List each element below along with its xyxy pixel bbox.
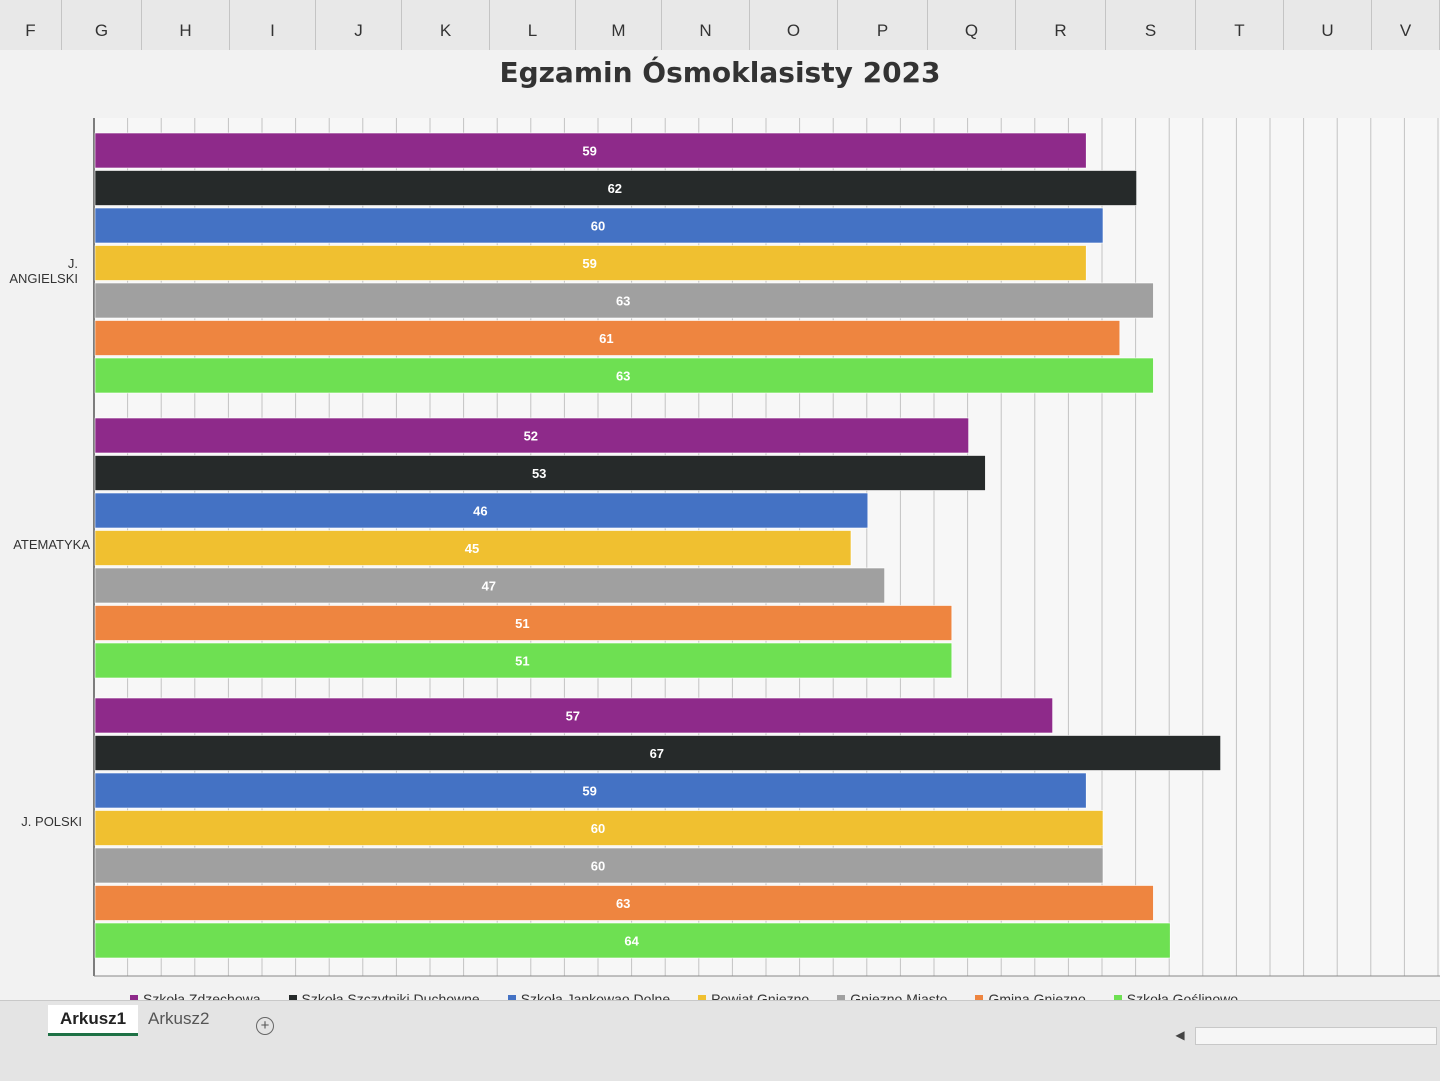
data-label: 63 <box>616 294 630 309</box>
category-label: ATEMATYKA <box>13 537 90 552</box>
scroll-left-icon[interactable]: ◀ <box>1175 1028 1185 1042</box>
category-label: J. ANGIELSKI <box>9 256 78 286</box>
data-label: 63 <box>616 369 630 384</box>
column-header-i[interactable]: I <box>230 0 316 50</box>
tab-arkusz1[interactable]: Arkusz1 <box>48 1005 139 1036</box>
bar-0-4 <box>94 282 1154 319</box>
bar-2-2 <box>94 772 1087 809</box>
bar-2-3 <box>94 810 1104 846</box>
legend-swatch <box>837 995 846 1003</box>
horizontal-scrollbar[interactable] <box>1195 1027 1437 1045</box>
bar-1-0 <box>94 417 969 454</box>
bar-0-0 <box>94 132 1087 169</box>
data-label: 59 <box>582 784 596 799</box>
add-sheet-button[interactable]: + <box>256 1017 274 1035</box>
data-label: 46 <box>473 504 487 519</box>
chart-title: Egzamin Ósmoklasisty 2023 <box>499 56 941 89</box>
bar-1-4 <box>94 567 885 604</box>
column-header-f[interactable]: F <box>0 0 62 50</box>
bar-1-5 <box>94 605 953 641</box>
legend-swatch <box>507 995 516 1003</box>
column-header-v[interactable]: V <box>1372 0 1440 50</box>
data-label: 51 <box>515 654 529 669</box>
legend-swatch <box>975 995 984 1003</box>
category-label: J. POLSKI <box>21 814 82 829</box>
column-header-m[interactable]: M <box>576 0 662 50</box>
column-header-t[interactable]: T <box>1196 0 1284 50</box>
column-header-g[interactable]: G <box>62 0 142 50</box>
data-label: 52 <box>524 429 538 444</box>
data-label: 59 <box>582 256 596 271</box>
data-label: 64 <box>624 934 639 949</box>
column-header-k[interactable]: K <box>402 0 490 50</box>
legend-swatch <box>288 995 297 1003</box>
column-header-l[interactable]: L <box>490 0 576 50</box>
column-header-h[interactable]: H <box>142 0 230 50</box>
bar-1-6 <box>94 642 953 679</box>
data-label: 61 <box>599 331 613 346</box>
data-label: 60 <box>591 859 605 874</box>
column-header-p[interactable]: P <box>838 0 928 50</box>
bar-0-2 <box>94 207 1104 244</box>
bar-2-0 <box>94 697 1053 734</box>
data-label: 62 <box>608 181 622 196</box>
bar-1-1 <box>94 455 986 491</box>
data-label: 53 <box>532 466 546 481</box>
data-label: 47 <box>482 579 496 594</box>
column-header-o[interactable]: O <box>750 0 838 50</box>
legend-swatch <box>698 995 707 1003</box>
legend-swatch <box>1113 995 1122 1003</box>
bar-2-1 <box>94 735 1221 771</box>
data-label: 67 <box>650 746 664 761</box>
chart-plot: 59 62 60 59 63 61 63 52 53 46 45 47 51 51 57 67 59 60 60 63… <box>93 118 1440 977</box>
bar-1-3 <box>94 530 852 566</box>
bar-0-1 <box>94 170 1137 206</box>
data-label: 57 <box>566 709 580 724</box>
legend-swatch <box>130 995 138 1003</box>
bar-0-6 <box>94 357 1154 394</box>
data-label: 59 <box>582 144 596 159</box>
column-header-u[interactable]: U <box>1284 0 1372 50</box>
bar-1-2 <box>94 492 869 529</box>
bar-2-4 <box>94 847 1104 884</box>
bar-2-5 <box>94 885 1154 921</box>
column-header-j[interactable]: J <box>316 0 402 50</box>
data-label: 60 <box>591 821 605 836</box>
bar-0-5 <box>94 320 1121 356</box>
column-header-n[interactable]: N <box>662 0 750 50</box>
column-header-r[interactable]: R <box>1016 0 1106 50</box>
data-label: 45 <box>465 541 479 556</box>
data-label: 63 <box>616 896 630 911</box>
bar-2-6 <box>94 922 1171 959</box>
column-header-q[interactable]: Q <box>928 0 1016 50</box>
sheet-tab-bar: Arkusz1 Arkusz2 + ◀ <box>0 1000 1440 1081</box>
bar-0-3 <box>94 245 1087 281</box>
tab-arkusz2[interactable]: Arkusz2 <box>148 1009 210 1028</box>
column-header-s[interactable]: S <box>1106 0 1196 50</box>
data-label: 51 <box>515 616 529 631</box>
data-label: 60 <box>591 219 605 234</box>
